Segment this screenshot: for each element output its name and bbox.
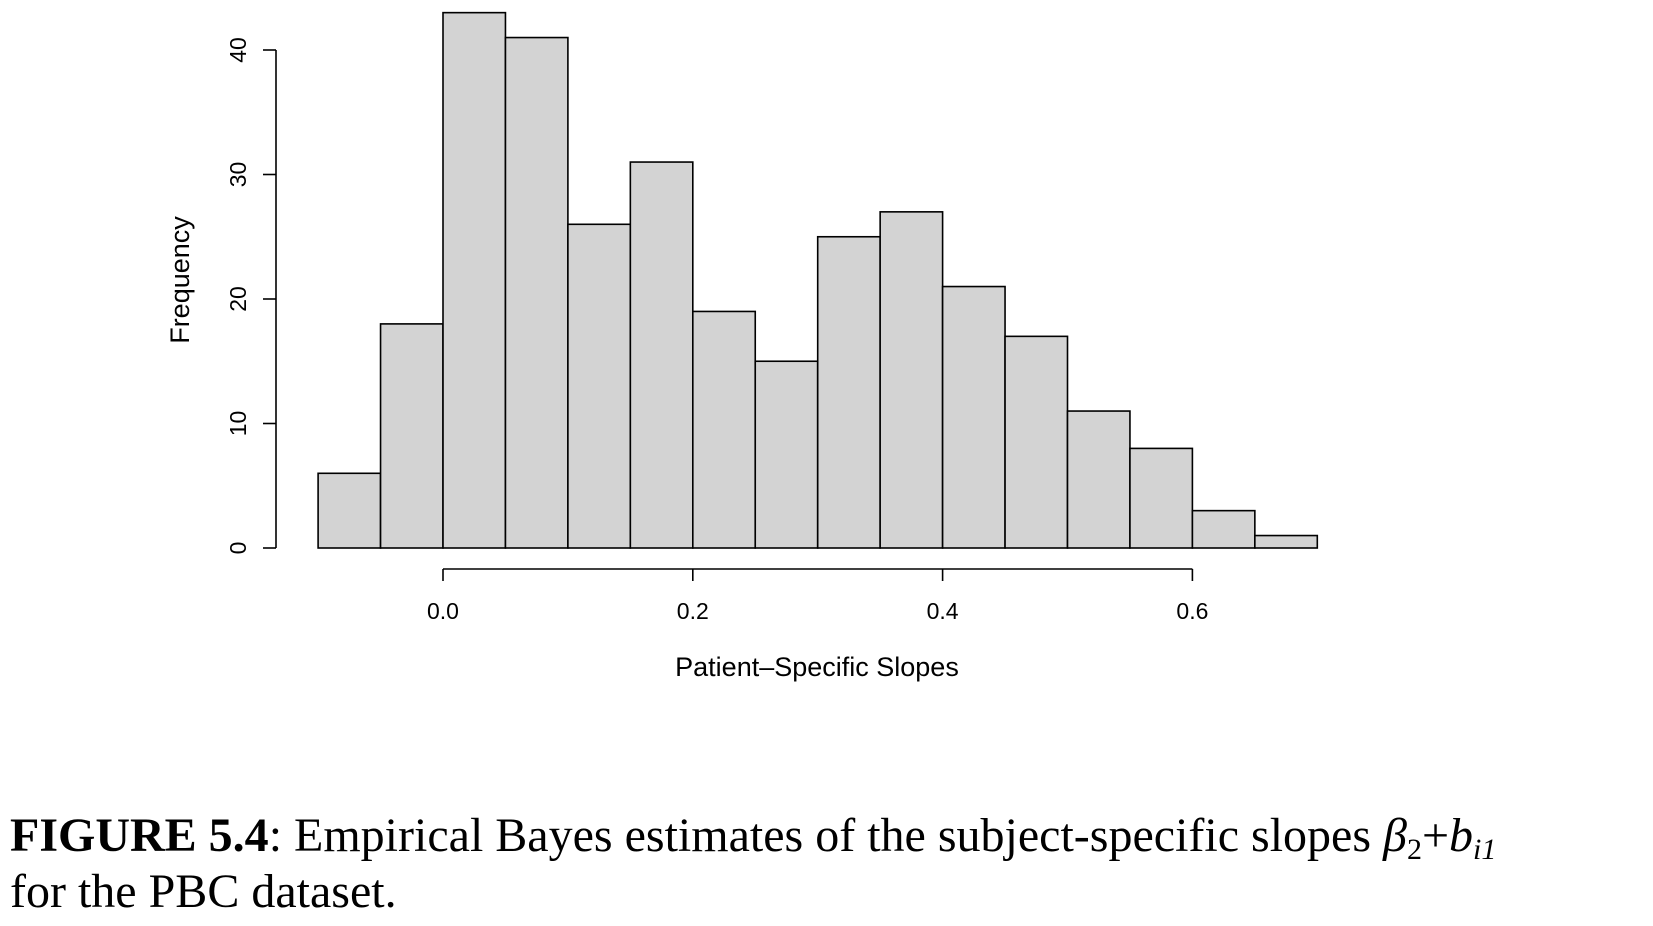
x-tick-label: 0.4	[927, 598, 959, 624]
histogram-bar	[317, 472, 382, 549]
bars	[317, 11, 1319, 549]
histogram-bar	[1004, 335, 1069, 549]
histogram-bar	[879, 211, 944, 549]
histogram-bar	[379, 323, 444, 549]
y-tick-label: 20	[225, 286, 251, 312]
caption-line-2: for the PBC dataset.	[10, 865, 397, 918]
figure-label: FIGURE 5.4	[10, 809, 269, 862]
histogram-bar	[1129, 447, 1194, 549]
beta-symbol: β	[1383, 809, 1407, 862]
histogram-bar	[1066, 410, 1131, 549]
histogram-bar	[754, 360, 819, 549]
x-tick-label: 0.2	[677, 598, 709, 624]
y-axis: 0 10 20 30 40	[225, 37, 277, 555]
histogram-bar	[1254, 534, 1319, 549]
y-tick-label: 0	[225, 542, 251, 555]
histogram-bar	[816, 235, 881, 549]
plus-sign: +	[1421, 809, 1450, 862]
histogram-bar	[1191, 509, 1256, 549]
histogram-bar	[567, 223, 632, 549]
b-subscript: i1	[1473, 833, 1497, 866]
caption-line-1: FIGURE 5.4: Empirical Bayes estimates of…	[10, 808, 1650, 866]
histogram-bar	[691, 310, 757, 549]
b-symbol: b	[1449, 809, 1474, 862]
y-tick-label: 30	[225, 162, 251, 188]
histogram-chart: 0 10 20 30 40 0.0 0.2 0.4 0.6 Patient–Specific …	[165, 11, 1319, 682]
x-tick-label: 0.0	[427, 598, 459, 624]
y-tick-label: 40	[225, 37, 251, 63]
x-axis: 0.0 0.2 0.4 0.6	[427, 568, 1208, 624]
beta-subscript: 2	[1406, 833, 1422, 866]
histogram-bar	[442, 11, 507, 549]
figure-caption: FIGURE 5.4: Empirical Bayes estimates of…	[10, 808, 1650, 920]
x-axis-label: Patient–Specific Slopes	[675, 652, 959, 682]
histogram-bar	[941, 285, 1006, 549]
caption-text: : Empirical Bayes estimates of the subje…	[268, 809, 1384, 862]
y-axis-label: Frequency	[165, 216, 195, 344]
y-tick-label: 10	[225, 411, 251, 437]
x-tick-label: 0.6	[1176, 598, 1208, 624]
histogram-bar	[504, 36, 569, 549]
histogram-bar	[629, 161, 694, 549]
